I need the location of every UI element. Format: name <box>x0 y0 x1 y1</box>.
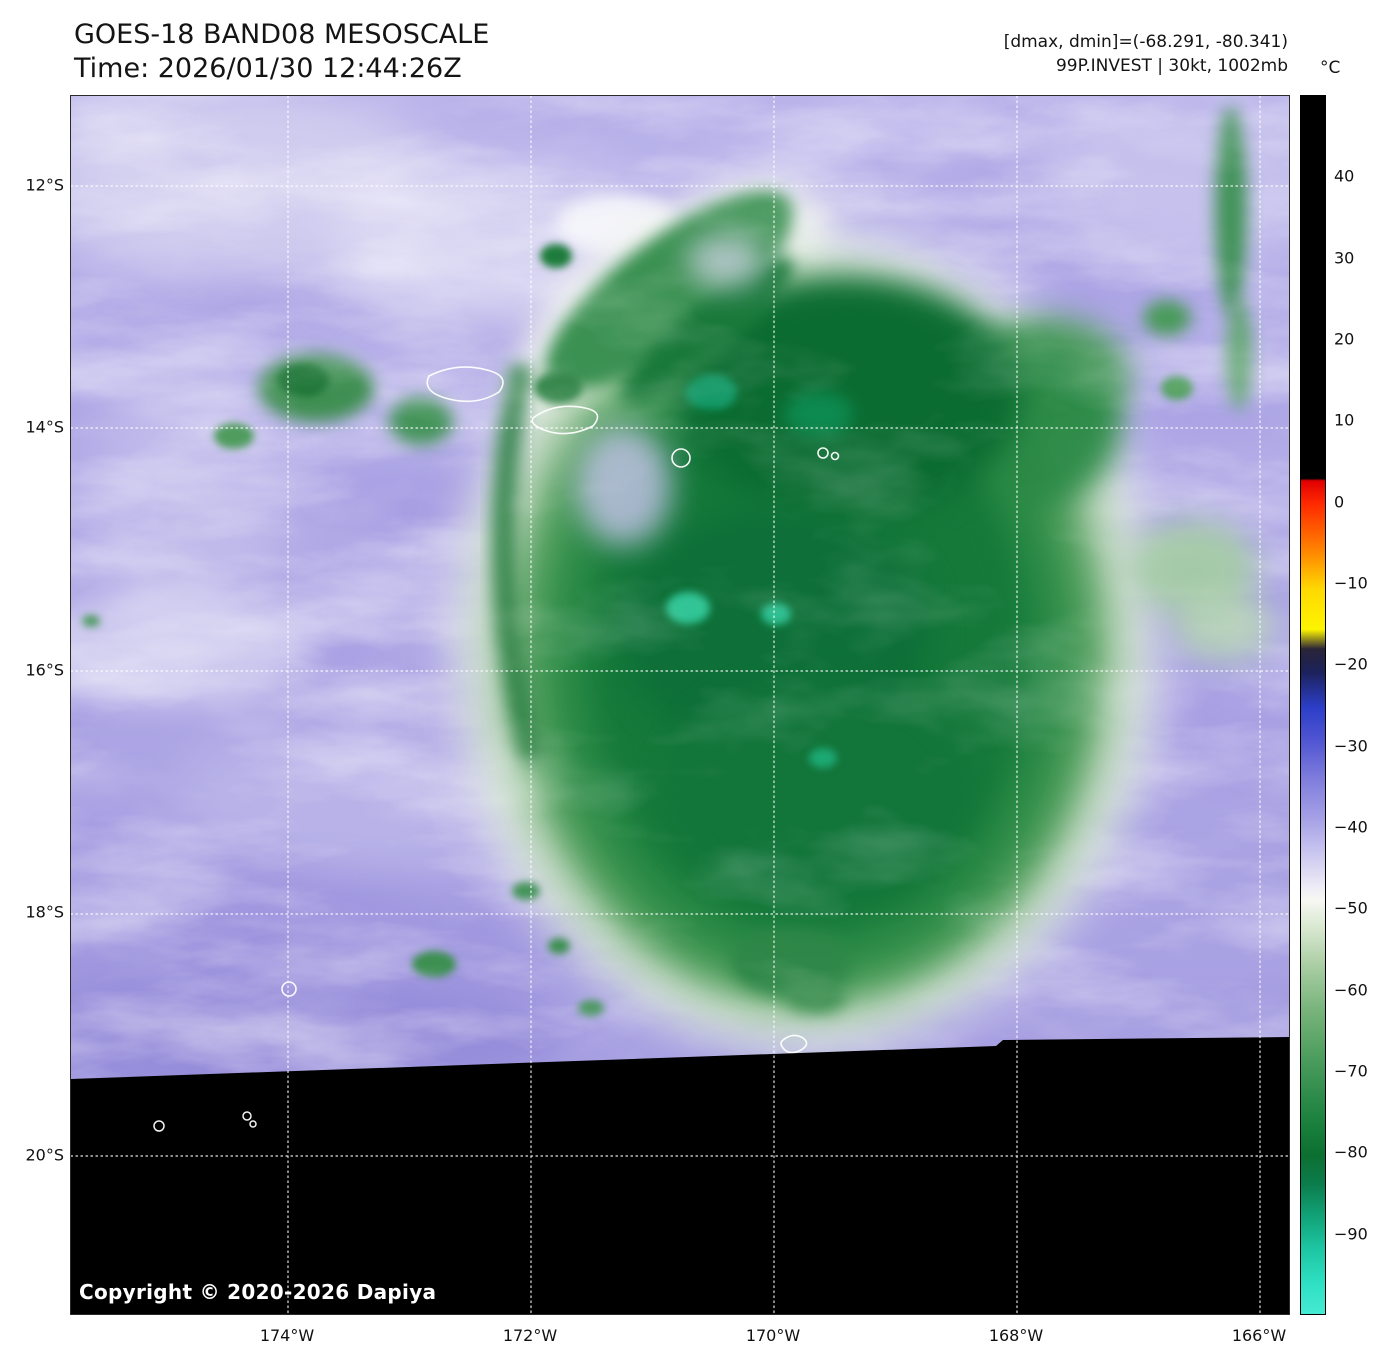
lat-tick-label: 16°S <box>25 660 64 680</box>
lon-tick-label: 168°W <box>988 1326 1044 1345</box>
colorbar-tick-label: −40 <box>1334 817 1368 837</box>
header-left: GOES-18 BAND08 MESOSCALE Time: 2026/01/3… <box>74 18 489 86</box>
lon-tick-label: 170°W <box>745 1326 801 1345</box>
dmax-dmin-readout: [dmax, dmin]=(-68.291, -80.341) <box>1003 32 1288 52</box>
coastline-outlines <box>281 366 840 1054</box>
colorbar-tick-label: 40 <box>1334 166 1355 186</box>
graticule <box>71 96 1289 1314</box>
colorbar-tick-label: 30 <box>1334 248 1355 268</box>
colorbar-tick-label: −10 <box>1334 573 1368 593</box>
satellite-image <box>71 96 1289 1314</box>
lon-tick-label: 166°W <box>1231 1326 1287 1345</box>
lat-tick-label: 18°S <box>25 902 64 922</box>
lat-tick-label: 20°S <box>25 1145 64 1165</box>
lon-tick-label: 172°W <box>502 1326 558 1345</box>
colorbar-tick-label: −50 <box>1334 898 1368 918</box>
storm-info-readout: 99P.INVEST | 30kt, 1002mb <box>1055 56 1288 76</box>
header-right: [dmax, dmin]=(-68.291, -80.341) 99P.INVE… <box>1004 30 1288 78</box>
colorbar-tick-label: −90 <box>1334 1224 1368 1244</box>
no-data-region <box>71 1037 1289 1314</box>
figure-title: GOES-18 BAND08 MESOSCALE <box>74 19 490 50</box>
colorbar-tick-label: 0 <box>1334 492 1345 512</box>
colorbar-tick-label: −30 <box>1334 736 1368 756</box>
satellite-map-panel: Copyright © 2020-2026 Dapiya <box>70 95 1290 1315</box>
colorbar-tick-label: −20 <box>1334 654 1368 674</box>
temperature-colorbar <box>1300 95 1326 1315</box>
lat-tick-label: 12°S <box>25 175 64 195</box>
colorbar-tick-label: −60 <box>1334 980 1368 1000</box>
copyright-text: Copyright © 2020-2026 Dapiya <box>79 1280 437 1304</box>
colorbar-tick-label: 20 <box>1334 329 1355 349</box>
colorbar-tick-label: −70 <box>1334 1061 1368 1081</box>
coastline-outlines-dark-region <box>153 1111 257 1132</box>
colorbar-tick-label: −80 <box>1334 1142 1368 1162</box>
colorbar-tick-label: 10 <box>1334 410 1355 430</box>
lon-tick-label: 174°W <box>259 1326 315 1345</box>
lat-tick-label: 14°S <box>25 417 64 437</box>
figure-timestamp: Time: 2026/01/30 12:44:26Z <box>74 53 462 84</box>
colorbar-unit-label: °C <box>1320 58 1341 78</box>
